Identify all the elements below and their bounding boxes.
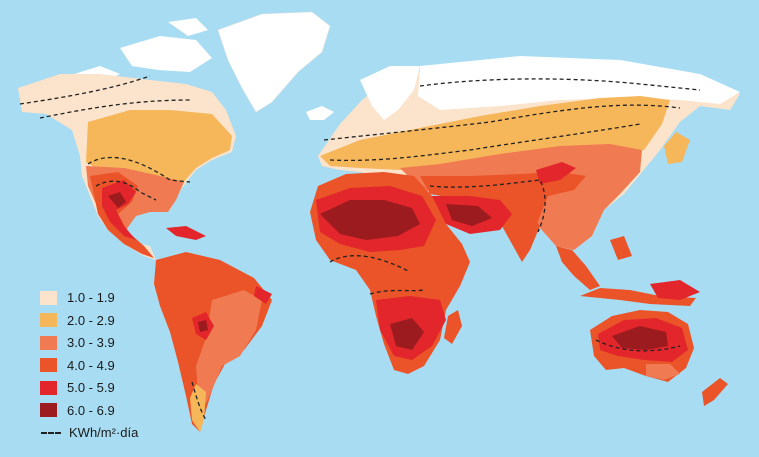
arctic-islands [120, 36, 212, 72]
iceland [306, 106, 334, 120]
legend-swatch [40, 313, 57, 327]
sa-band-3 [196, 290, 262, 404]
na-band-6 [108, 192, 126, 208]
legend-swatch [40, 358, 57, 372]
legend-swatch [40, 403, 57, 417]
na-band-5 [102, 180, 136, 240]
philippines [610, 236, 632, 260]
legend-label: 1.0 - 1.9 [67, 290, 115, 305]
se-asia [556, 246, 600, 290]
sa-band-6 [198, 320, 208, 332]
legend: 1.0 - 1.9 2.0 - 2.9 3.0 - 3.9 4.0 - 4.9 … [40, 288, 190, 446]
legend-label: 6.0 - 6.9 [67, 402, 115, 418]
scandinavia [360, 66, 420, 120]
isoline [39, 99, 191, 119]
new-zealand [702, 378, 728, 406]
siberia [418, 56, 740, 110]
kalahari-6 [390, 318, 424, 350]
isolines [19, 75, 701, 421]
australia-band-6 [612, 326, 668, 350]
legend-item: 3.0 - 3.9 [40, 333, 190, 352]
isoline [87, 156, 191, 183]
isoline [419, 78, 701, 91]
madagascar [444, 310, 462, 344]
india [500, 206, 540, 262]
sa-band-2 [190, 384, 206, 432]
isoline [19, 75, 151, 105]
isoline [323, 104, 681, 141]
legend-item: 5.0 - 5.9 [40, 378, 190, 397]
australia-band-3 [646, 364, 680, 380]
tibet-6 [536, 162, 576, 184]
legend-label: 2.0 - 2.9 [67, 312, 115, 328]
legend-swatch [40, 335, 57, 350]
isoline-sample [41, 431, 61, 434]
isoline [429, 179, 546, 233]
isoline [595, 339, 681, 352]
legend-label: 4.0 - 4.9 [67, 357, 115, 373]
isoline [329, 255, 411, 273]
caribbean [166, 226, 206, 240]
legend-item: 6.0 - 6.9 [40, 401, 190, 420]
sahara-6 [320, 200, 420, 240]
japan [664, 132, 690, 164]
arctic-islands [168, 18, 208, 36]
isoline [369, 289, 425, 295]
isoline [191, 381, 207, 421]
greenland [217, 11, 331, 113]
legend-item: 2.0 - 2.9 [40, 311, 190, 330]
legend-label: 5.0 - 5.9 [67, 380, 115, 395]
legend-item: 4.0 - 4.9 [40, 356, 190, 375]
legend-swatch [40, 290, 57, 305]
legend-label: 3.0 - 3.9 [67, 335, 115, 350]
isoline-label: KWh/m²·día [69, 425, 139, 440]
new-guinea [650, 280, 700, 300]
legend-swatch [40, 380, 57, 395]
isoline [329, 123, 641, 162]
eurasia-band-2 [320, 96, 670, 170]
legend-item: 1.0 - 1.9 [40, 288, 190, 307]
na-band-2 [86, 110, 232, 186]
indonesia [580, 288, 696, 306]
middle-east-6 [446, 204, 492, 226]
sa-band-5b [254, 286, 272, 304]
legend-isoline-item: KWh/m²·día [40, 423, 190, 442]
